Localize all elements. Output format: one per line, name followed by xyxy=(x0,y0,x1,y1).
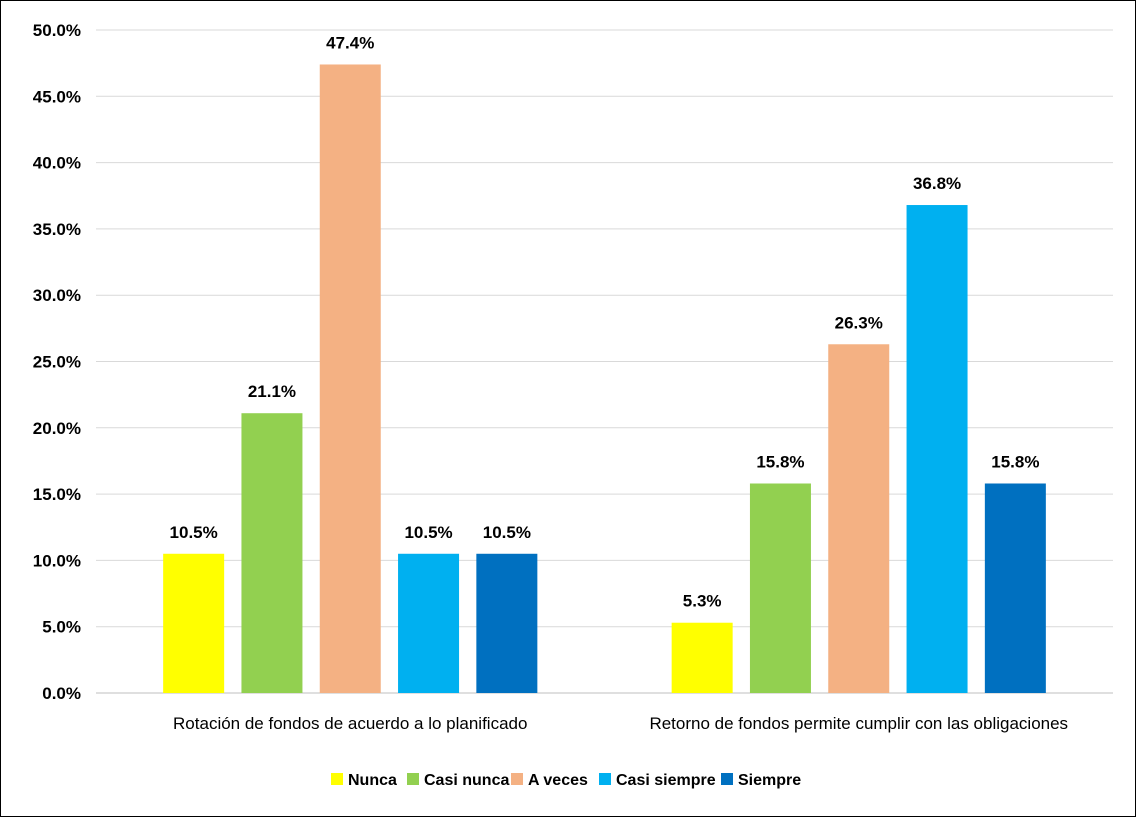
bar-a-veces xyxy=(828,344,890,693)
bar-casi-nunca xyxy=(749,483,811,693)
y-tick-label: 5.0% xyxy=(42,618,81,637)
data-label: 26.3% xyxy=(835,313,883,332)
legend-swatch-casi-nunca xyxy=(407,773,419,785)
legend-label: A veces xyxy=(528,772,588,789)
data-label: 10.5% xyxy=(483,523,531,542)
data-label: 47.4% xyxy=(326,33,374,52)
y-tick-label: 10.0% xyxy=(33,551,81,570)
bar-siempre xyxy=(476,553,538,693)
bar-a-veces xyxy=(319,64,381,693)
data-label: 21.1% xyxy=(248,382,296,401)
data-labels: 10.5% 21.1% 47.4% 10.5% 10.5% 5.3% 15.8% 26.3% 3… xyxy=(170,33,1040,610)
bar-nunca xyxy=(163,553,225,693)
bar-casi-siempre xyxy=(398,553,460,693)
y-tick-label: 45.0% xyxy=(33,87,81,106)
y-tick-label: 25.0% xyxy=(33,353,81,372)
data-label: 5.3% xyxy=(683,592,722,611)
bar-nunca xyxy=(671,622,733,693)
legend: Nunca Casi nunca A veces Casi siempre Siempr… xyxy=(331,772,801,789)
legend-label: Casi siempre xyxy=(616,772,716,789)
category-label: Rotación de fondos de acuerdo a lo plani… xyxy=(173,714,527,733)
data-label: 36.8% xyxy=(913,174,961,193)
legend-label: Nunca xyxy=(348,772,397,789)
bars xyxy=(163,64,1046,694)
bar-casi-siempre xyxy=(906,205,968,694)
legend-swatch-nunca xyxy=(331,773,343,785)
y-tick-label: 50.0% xyxy=(33,21,81,40)
legend-swatch-siempre xyxy=(721,773,733,785)
bar-siempre xyxy=(984,483,1046,693)
legend-swatch-casi-siempre xyxy=(599,773,611,785)
data-label: 10.5% xyxy=(170,523,218,542)
legend-swatch-a-veces xyxy=(511,773,523,785)
y-tick-label: 35.0% xyxy=(33,220,81,239)
legend-label: Casi nunca xyxy=(424,772,509,789)
data-label: 15.8% xyxy=(991,452,1039,471)
legend-label: Siempre xyxy=(738,772,801,789)
category-label: Retorno de fondos permite cumplir con la… xyxy=(649,714,1068,733)
y-axis-tick-labels: 0.0% 5.0% 10.0% 15.0% 20.0% 25.0% 30.0% 35.0% 40… xyxy=(33,21,81,703)
y-tick-label: 0.0% xyxy=(42,684,81,703)
y-tick-label: 15.0% xyxy=(33,485,81,504)
category-labels: Rotación de fondos de acuerdo a lo plani… xyxy=(173,714,1068,733)
y-tick-label: 40.0% xyxy=(33,154,81,173)
data-label: 15.8% xyxy=(756,452,804,471)
data-label: 10.5% xyxy=(404,523,452,542)
bar-casi-nunca xyxy=(241,413,303,693)
y-tick-label: 20.0% xyxy=(33,419,81,438)
y-tick-label: 30.0% xyxy=(33,286,81,305)
